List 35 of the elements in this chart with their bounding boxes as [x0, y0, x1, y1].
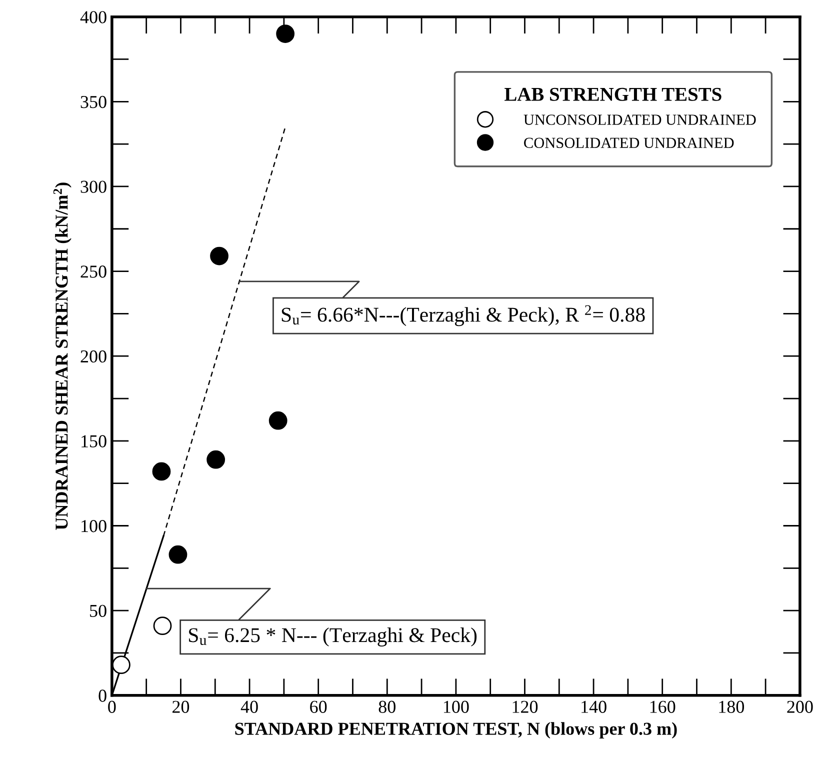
y-tick-label: 200 [80, 350, 106, 363]
x-axis-title: STANDARD PENETRATION TEST, N (blows per 0.3 m) [235, 722, 677, 739]
legend-title: LAB STRENGTH TESTS [504, 88, 722, 101]
y-axis-title: UNDRAINED SHEAR STRENGTH (kN/m$^{2}$) [53, 182, 72, 530]
x-tick-label: 60 [310, 700, 327, 713]
annotation: S$_{u}$= 6.25 * N--- (Terzaghi & Peck) [189, 628, 477, 646]
x-tick-label: 160 [650, 700, 676, 713]
point [276, 24, 295, 43]
point [152, 462, 171, 481]
x-tick-label: 200 [787, 700, 813, 713]
point [168, 545, 188, 564]
y-tick-label: 250 [80, 266, 106, 278]
x-tick-label: 80 [378, 700, 396, 713]
y-tick-label: 150 [82, 435, 106, 448]
y-tick-label: 50 [90, 604, 106, 618]
x-tick-label: 120 [512, 700, 538, 713]
x-tick-label: 100 [444, 700, 469, 713]
legend-label: UNCONSOLIDATED UNDRAINED [524, 114, 756, 125]
point [206, 450, 226, 469]
x-tick-label: 180 [719, 700, 744, 713]
y-tick-label: 300 [80, 180, 106, 193]
y-tick-label: 0 [98, 690, 106, 702]
y-tick-label: 100 [82, 520, 106, 532]
point [112, 656, 130, 674]
legend-label: CONSOLIDATED UNDRAINED [524, 138, 734, 148]
x-tick-label: 20 [172, 700, 190, 713]
x-tick-label: 0 [108, 700, 116, 713]
annotation: S$_{u}$= 6.66*N---(Terzaghi & Peck), R $^{2}$= 0.88 [282, 305, 645, 326]
x-tick-label: 140 [582, 700, 606, 713]
x-tick-label: 40 [240, 700, 258, 713]
point [210, 246, 228, 266]
point [268, 411, 288, 430]
y-tick-label: 400 [80, 11, 106, 24]
y-tick-label: 350 [80, 96, 106, 108]
point [153, 616, 172, 636]
